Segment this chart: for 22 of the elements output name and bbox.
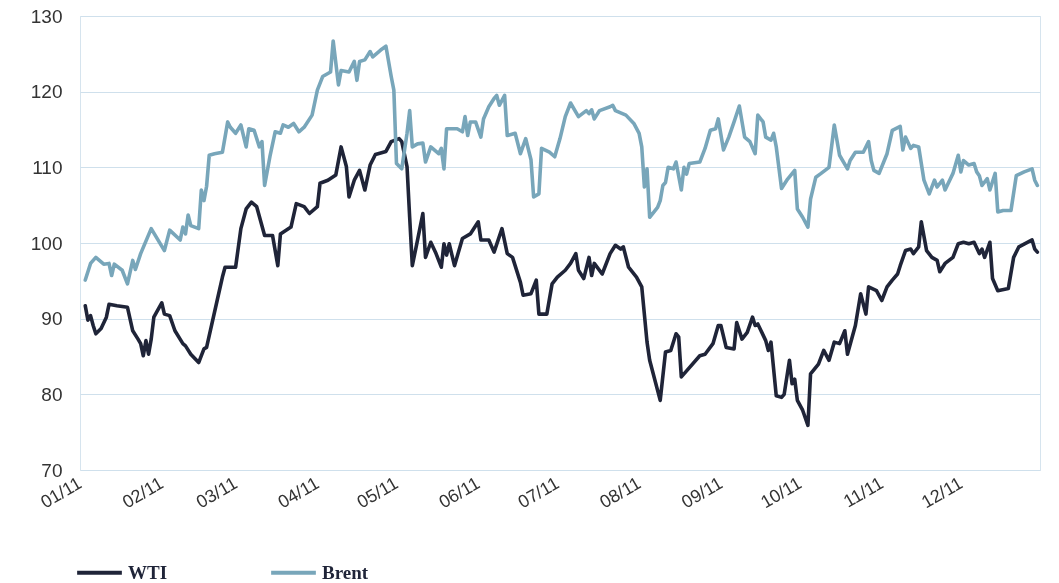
y-tick-label: 130 xyxy=(30,5,63,27)
line-series xyxy=(83,39,1040,286)
legend-label: WTI xyxy=(128,561,168,583)
x-tick-label: 10/11 xyxy=(757,472,805,513)
x-tick-label: 03/11 xyxy=(192,472,241,513)
y-tick-label: 120 xyxy=(30,81,63,103)
line-series xyxy=(83,136,1040,428)
x-tick-label: 12/11 xyxy=(918,472,966,513)
x-tick-label: 11/11 xyxy=(840,472,887,512)
x-tick-label: 06/11 xyxy=(435,472,484,513)
x-tick-label: 02/11 xyxy=(118,472,167,513)
y-tick-label: 100 xyxy=(30,232,63,254)
legend-label: Brent xyxy=(322,561,369,583)
x-tick-label: 08/11 xyxy=(596,472,645,513)
y-tick-label: 70 xyxy=(41,459,63,481)
x-tick-label: 07/11 xyxy=(514,472,563,513)
y-tick-label: 110 xyxy=(32,156,63,178)
x-tick-label: 04/11 xyxy=(274,472,323,513)
y-tick-label: 80 xyxy=(41,383,63,405)
x-tick-label: 05/11 xyxy=(353,472,402,513)
x-tick-label: 09/11 xyxy=(678,472,726,513)
y-tick-label: 90 xyxy=(41,308,63,330)
